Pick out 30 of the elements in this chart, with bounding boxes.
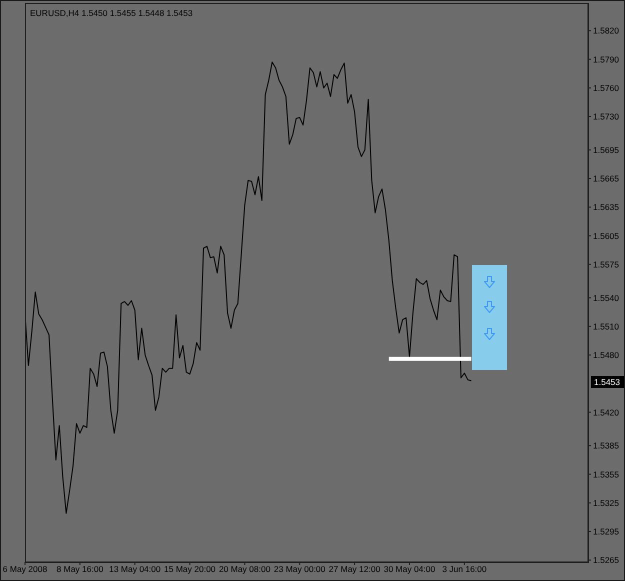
y-tick-label: 1.5355 bbox=[593, 469, 620, 480]
annotation: 1.5453 bbox=[591, 376, 624, 388]
y-tick-label: 1.5480 bbox=[593, 350, 620, 360]
x-tick-label: 30 May 04:00 bbox=[384, 564, 436, 574]
x-tick-label: 20 May 08:00 bbox=[218, 564, 271, 574]
y-tick-label: 1.5575 bbox=[593, 259, 620, 270]
y-tick-label: 1.5385 bbox=[593, 440, 620, 451]
y-tick-label: 1.5605 bbox=[593, 230, 620, 241]
x-tick-label: 15 May 20:00 bbox=[164, 564, 216, 574]
y-tick-label: 1.5420 bbox=[593, 407, 620, 418]
x-tick-label: 23 May 00:00 bbox=[274, 564, 326, 574]
x-tick-label: 8 May 16:00 bbox=[56, 564, 104, 574]
y-tick-label: 1.5790 bbox=[593, 54, 620, 64]
y-tick-label: 1.5510 bbox=[593, 321, 620, 332]
y-tick-label: 1.5695 bbox=[593, 144, 620, 155]
x-tick-label: 3 Jun 16:00 bbox=[442, 564, 487, 574]
line-series bbox=[25, 62, 472, 514]
y-tick-label: 1.5730 bbox=[593, 112, 620, 122]
y-tick-label: 1.5820 bbox=[593, 26, 620, 36]
y-tick-label: 1.5665 bbox=[593, 174, 620, 184]
x-tick-label: 27 May 12:00 bbox=[328, 564, 381, 574]
y-tick-label: 1.5295 bbox=[593, 526, 620, 536]
y-tick-label: 1.5635 bbox=[593, 202, 620, 212]
y-tick-label: 1.5325 bbox=[593, 498, 620, 508]
y-tick-label: 1.5760 bbox=[593, 82, 620, 93]
y-tick-label: 1.5540 bbox=[593, 292, 620, 303]
x-tick-label: 13 May 04:00 bbox=[109, 564, 161, 574]
x-tick-label: 6 May 2008 bbox=[2, 564, 48, 574]
text: EURUSD,H4 1.5450 1.5455 1.5448 1.5453 bbox=[30, 8, 193, 18]
y-tick-label: 1.5265 bbox=[593, 555, 620, 566]
